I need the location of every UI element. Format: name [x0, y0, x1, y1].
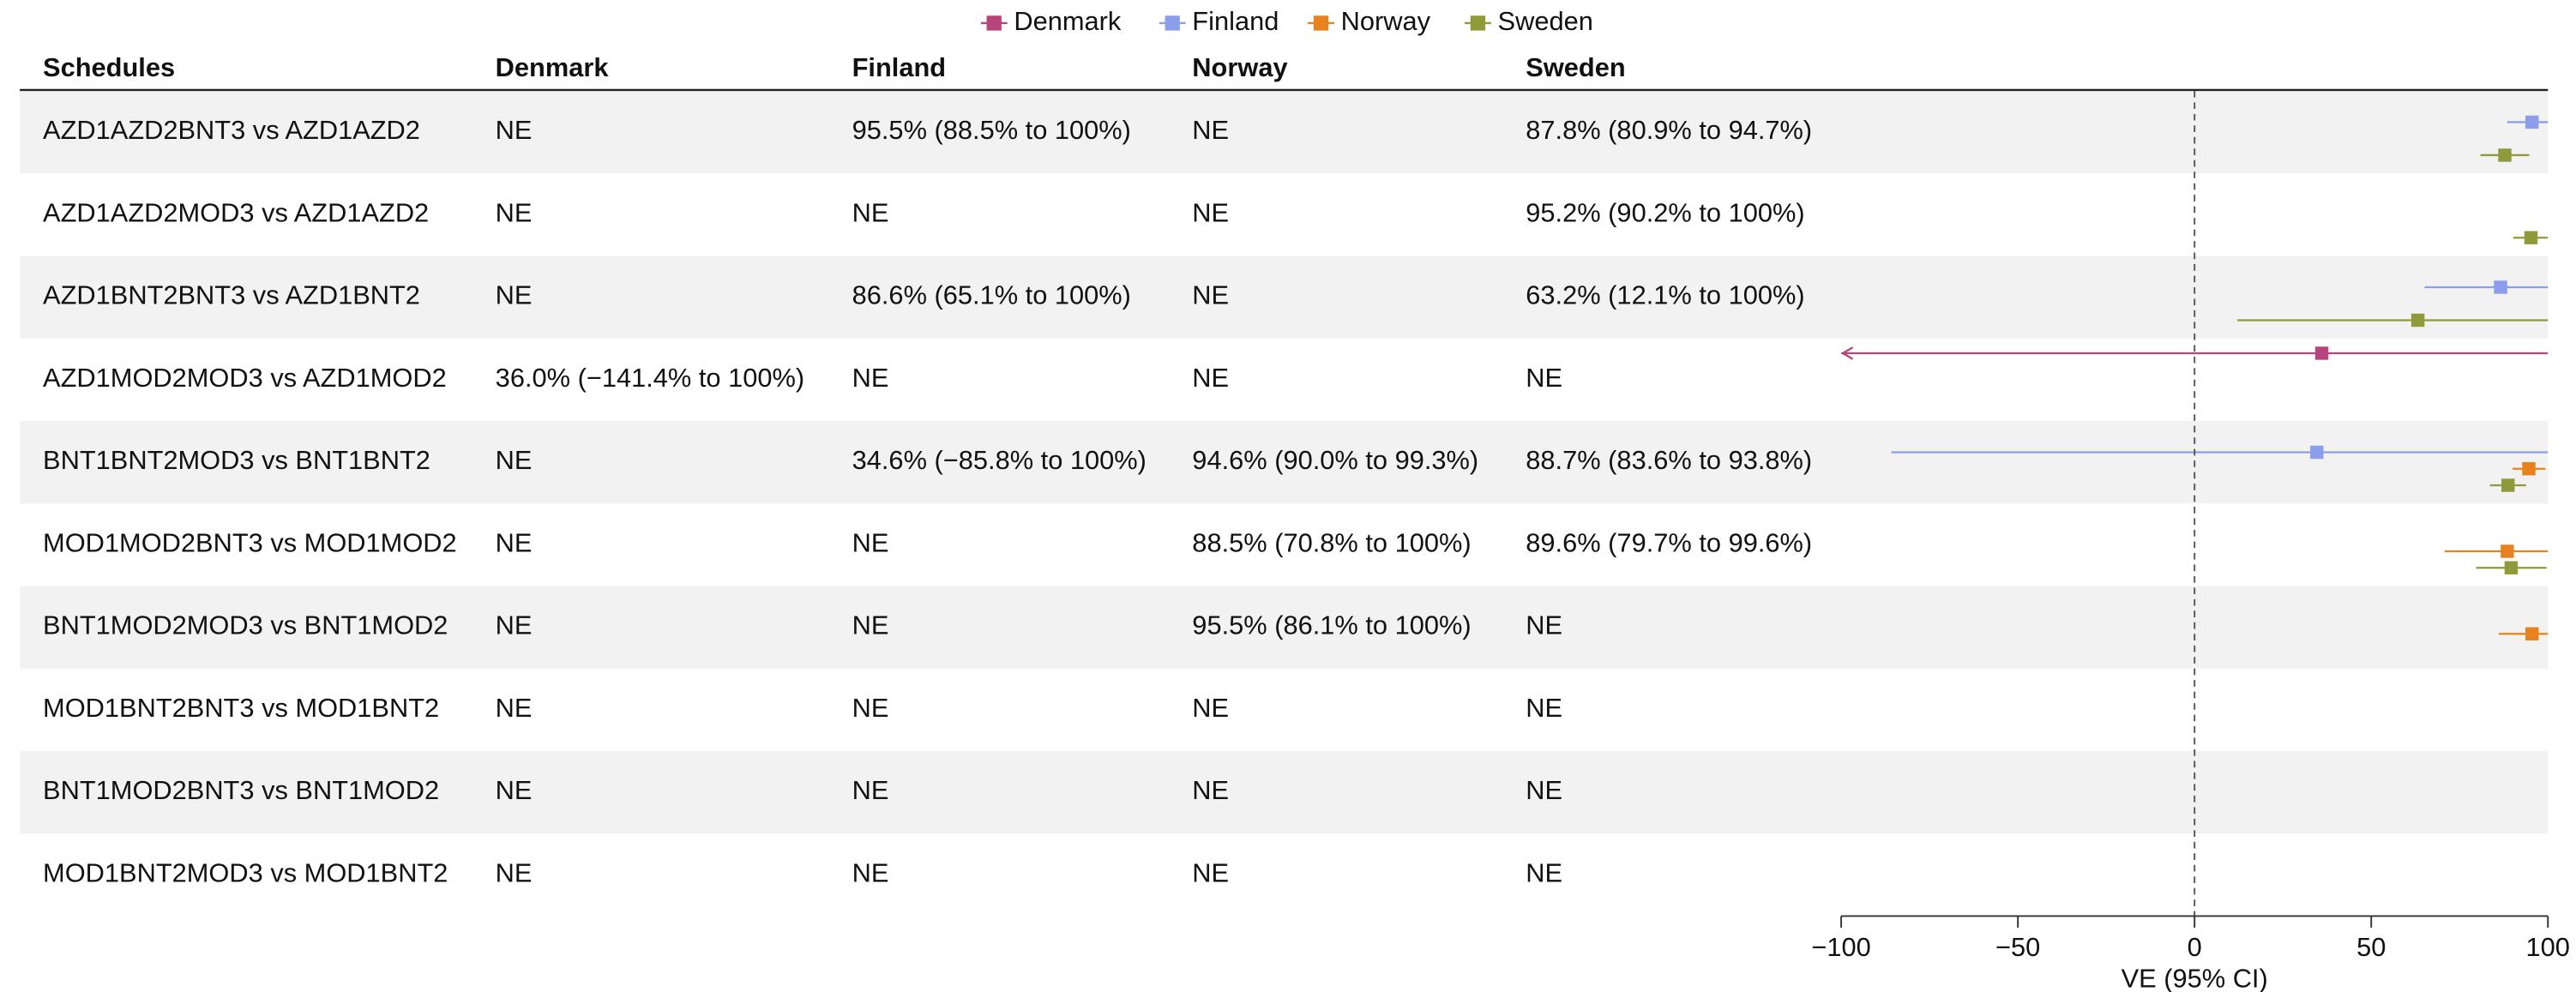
legend-swatch [1165, 15, 1180, 31]
table-cell: 89.6% (79.7% to 99.6%) [1526, 527, 1812, 557]
row-band [20, 420, 2549, 504]
column-header: Finland [852, 52, 947, 82]
x-tick-label: 50 [2356, 932, 2386, 962]
table-cell: NE [1526, 610, 1562, 640]
table-cell: 86.6% (65.1% to 100%) [852, 280, 1131, 310]
table-cell: NE [496, 445, 533, 475]
table-cell: BNT1MOD2BNT3 vs BNT1MOD2 [43, 775, 439, 805]
estimate-point [2410, 313, 2425, 328]
table-cell: MOD1BNT2MOD3 vs MOD1BNT2 [43, 857, 448, 887]
table-cell: NE [496, 693, 533, 723]
estimate-point [2314, 346, 2329, 360]
row-bands [20, 90, 2549, 834]
ci-arrow [1840, 346, 1854, 360]
table-cell: NE [496, 610, 533, 640]
legend-label: Norway [1341, 6, 1431, 36]
row-band [20, 750, 2549, 834]
table-cell: AZD1AZD2MOD3 vs AZD1AZD2 [43, 197, 429, 227]
table-cell: NE [1192, 197, 1229, 227]
table-cell: NE [496, 115, 533, 145]
table-cell: NE [496, 527, 533, 557]
x-tick-label: −100 [1811, 932, 1870, 962]
table-cell: NE [852, 527, 889, 557]
plot-area [1841, 115, 2549, 640]
table-cell: 36.0% (−141.4% to 100%) [496, 363, 804, 393]
estimate-point [2494, 280, 2507, 294]
row-band [20, 586, 2549, 669]
estimate-point [2524, 231, 2538, 244]
column-header: Sweden [1526, 52, 1625, 82]
x-tick-label: 100 [2526, 932, 2570, 962]
table-cell: 95.5% (86.1% to 100%) [1192, 610, 1471, 640]
table-cell: NE [852, 857, 889, 887]
table-cell: NE [852, 693, 889, 723]
column-header: Norway [1192, 52, 1287, 82]
table-cell: 34.6% (−85.8% to 100%) [852, 445, 1147, 475]
table-cell: NE [496, 775, 533, 805]
table-cell: 88.7% (83.6% to 93.8%) [1526, 445, 1812, 475]
legend-label: Denmark [1014, 6, 1122, 36]
legend-swatch [1470, 15, 1486, 31]
legend-swatch [1313, 15, 1329, 31]
table-cell: 95.5% (88.5% to 100%) [852, 115, 1131, 145]
table-cell: BNT1MOD2MOD3 vs BNT1MOD2 [43, 610, 448, 640]
table-cell: NE [496, 280, 533, 310]
column-header: Schedules [43, 52, 175, 82]
table-cell: NE [1526, 775, 1562, 805]
legend-label: Sweden [1498, 6, 1593, 36]
table-cell: NE [1192, 693, 1229, 723]
x-axis-label: VE (95% CI) [2122, 964, 2268, 992]
table-cell: MOD1MOD2BNT3 vs MOD1MOD2 [43, 527, 457, 557]
x-tick-label: −50 [1995, 932, 2040, 962]
table-cell: NE [852, 363, 889, 393]
table-cell: NE [1192, 363, 1229, 393]
table-cell: BNT1BNT2MOD3 vs BNT1BNT2 [43, 445, 430, 475]
table-cell: NE [1192, 115, 1229, 145]
table-cell: NE [496, 197, 533, 227]
table-cell: 87.8% (80.9% to 94.7%) [1526, 115, 1812, 145]
table-cell: AZD1MOD2MOD3 vs AZD1MOD2 [43, 363, 447, 393]
table-cell: 94.6% (90.0% to 99.3%) [1192, 445, 1478, 475]
table-cell: NE [1526, 693, 1562, 723]
estimate-point [2310, 445, 2324, 460]
legend-swatch [986, 15, 1002, 31]
table-cell: AZD1AZD2BNT3 vs AZD1AZD2 [43, 115, 420, 145]
row-band [20, 256, 2549, 339]
estimate-point [2525, 115, 2539, 129]
table-cell: NE [1526, 857, 1562, 887]
table-cell: MOD1BNT2BNT3 vs MOD1BNT2 [43, 693, 439, 723]
table-cell: NE [1192, 775, 1229, 805]
row-band [20, 90, 2549, 174]
table-cell: 63.2% (12.1% to 100%) [1526, 280, 1804, 310]
estimate-point [2504, 561, 2519, 574]
table-cell: NE [852, 775, 889, 805]
table-cell: NE [496, 857, 533, 887]
table-cell: NE [1192, 280, 1229, 310]
table-cell: 88.5% (70.8% to 100%) [1192, 527, 1471, 557]
table-cell: 95.2% (90.2% to 100%) [1526, 197, 1804, 227]
table-cell: AZD1BNT2BNT3 vs AZD1BNT2 [43, 280, 420, 310]
estimate-point [2522, 462, 2536, 476]
table-cell: NE [852, 197, 889, 227]
table-cell: NE [852, 610, 889, 640]
column-header: Denmark [496, 52, 610, 82]
table-cell: NE [1192, 857, 1229, 887]
estimate-point [2498, 148, 2512, 162]
x-tick-label: 0 [2188, 932, 2202, 962]
legend-label: Finland [1192, 6, 1279, 36]
estimate-point [2501, 544, 2514, 558]
table-cell: NE [1526, 363, 1562, 393]
estimate-point [2501, 478, 2515, 492]
estimate-point [2525, 627, 2539, 640]
